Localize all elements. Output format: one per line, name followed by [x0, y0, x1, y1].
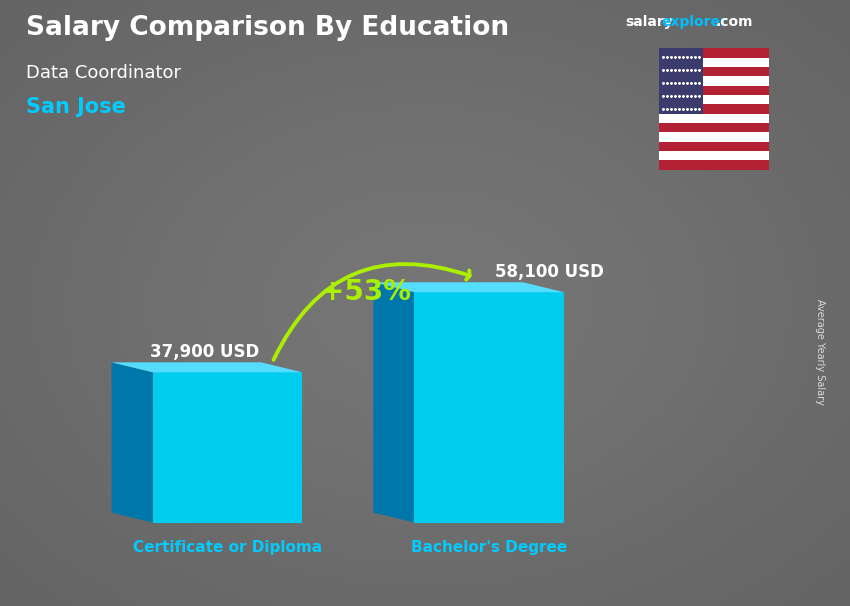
Polygon shape — [111, 362, 303, 372]
Text: +53%: +53% — [320, 278, 411, 307]
Polygon shape — [373, 282, 564, 292]
Text: .com: .com — [716, 15, 753, 29]
Text: Average Yearly Salary: Average Yearly Salary — [815, 299, 825, 404]
Polygon shape — [415, 292, 564, 522]
Bar — [659, 151, 769, 161]
Polygon shape — [153, 372, 303, 522]
Bar — [659, 86, 769, 95]
Text: Certificate or Diploma: Certificate or Diploma — [133, 540, 322, 554]
Bar — [659, 95, 769, 104]
Text: explorer: explorer — [661, 15, 728, 29]
Text: salary: salary — [625, 15, 672, 29]
Text: 37,900 USD: 37,900 USD — [150, 343, 259, 361]
Bar — [659, 76, 769, 86]
Text: Data Coordinator: Data Coordinator — [26, 64, 180, 82]
Text: Salary Comparison By Education: Salary Comparison By Education — [26, 15, 508, 41]
Text: San Jose: San Jose — [26, 97, 126, 117]
Polygon shape — [373, 282, 415, 522]
Bar — [659, 67, 769, 76]
Bar — [659, 161, 769, 170]
Bar — [659, 123, 769, 132]
Bar — [659, 142, 769, 151]
Text: Bachelor's Degree: Bachelor's Degree — [411, 540, 568, 554]
Text: 58,100 USD: 58,100 USD — [495, 263, 604, 281]
Bar — [659, 114, 769, 123]
Polygon shape — [111, 362, 153, 522]
Bar — [659, 48, 769, 58]
Bar — [659, 104, 769, 114]
Bar — [659, 58, 769, 67]
Bar — [659, 48, 703, 114]
Bar — [659, 132, 769, 142]
